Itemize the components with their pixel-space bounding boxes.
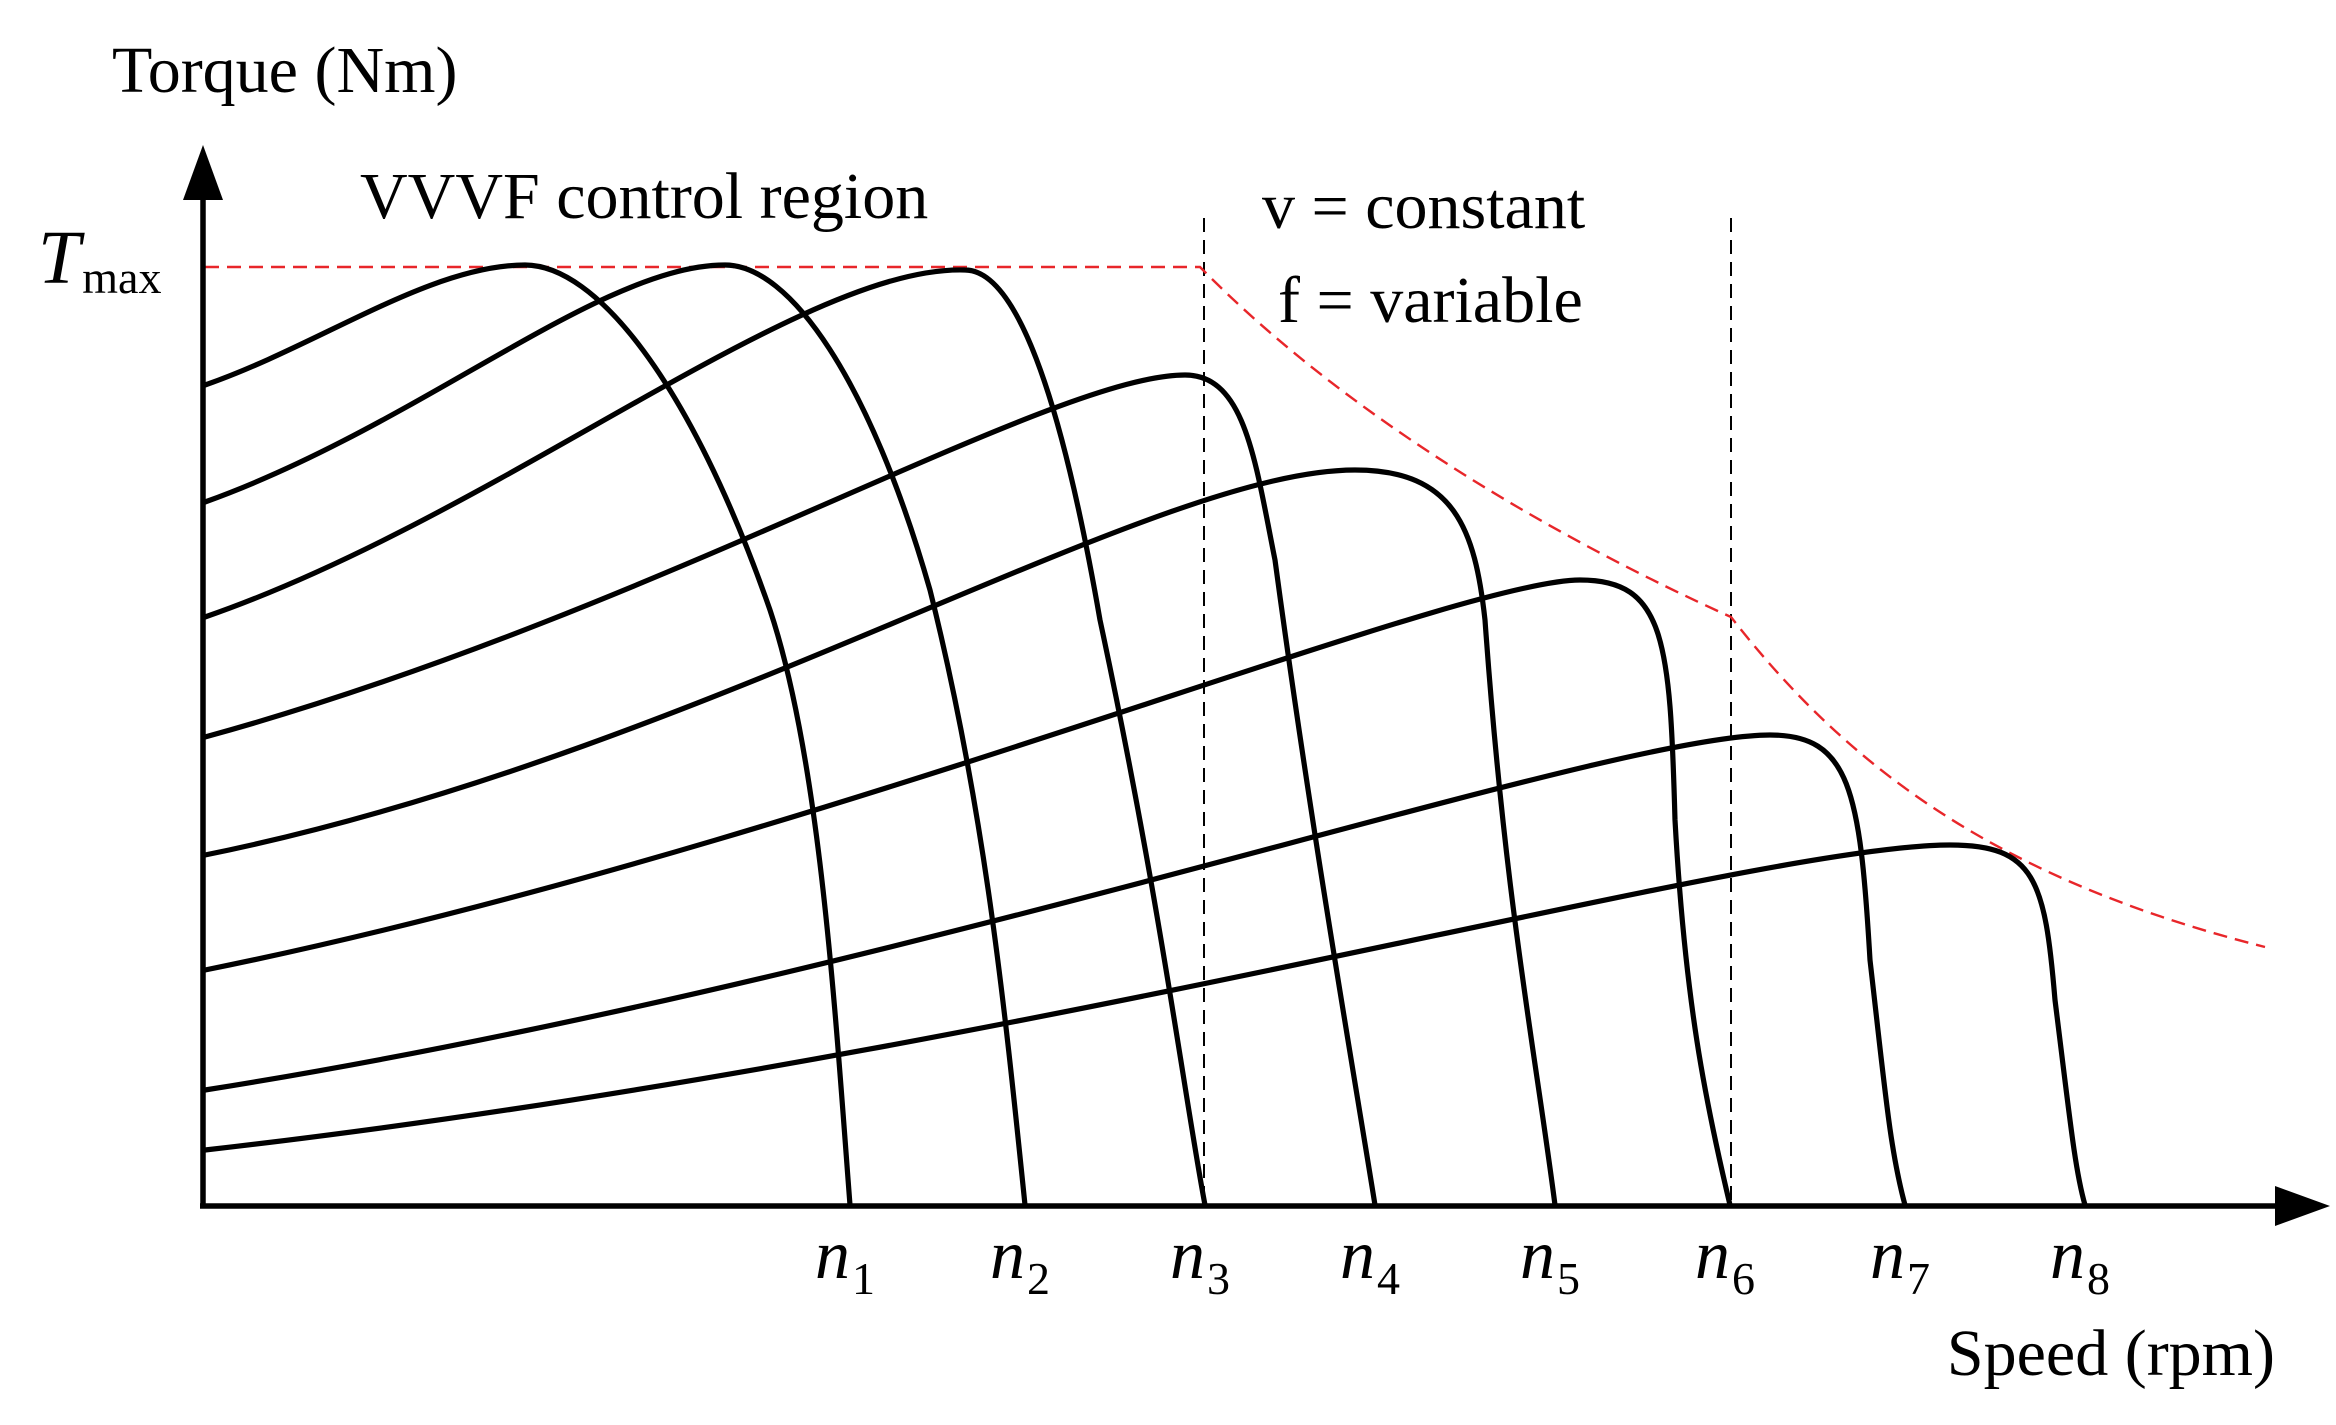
region-label-const-voltage: v = constant	[1262, 170, 1585, 243]
speed-tick-label: n2	[990, 1217, 1050, 1304]
x-axis-arrow	[2275, 1186, 2330, 1226]
torque-curve-n5	[202, 467, 1558, 1208]
torque-curve-n1	[202, 262, 853, 1208]
tmax-subscript: max	[82, 252, 161, 303]
speed-tick-symbol: n	[815, 1217, 850, 1294]
speed-tick-label: n3	[1170, 1217, 1230, 1304]
speed-tick-label: n5	[1520, 1217, 1580, 1304]
speed-tick-symbol: n	[1170, 1217, 1205, 1294]
speed-tick-symbol: n	[1520, 1217, 1555, 1294]
x-axis-title: Speed (rpm)	[1947, 1317, 2275, 1390]
speed-tick-label: n1	[815, 1217, 875, 1304]
y-axis-title: Torque (Nm)	[112, 34, 457, 107]
speed-tick-subscript: 1	[852, 1253, 875, 1304]
speed-tick-symbol: n	[990, 1217, 1025, 1294]
torque-curves	[202, 262, 2088, 1208]
speed-tick-subscript: 7	[1907, 1253, 1930, 1304]
torque-curve-n6	[202, 577, 1733, 1208]
speed-tick-label: n8	[2050, 1217, 2110, 1304]
speed-tick-label: n4	[1340, 1217, 1400, 1304]
tmax-symbol: T	[38, 216, 85, 300]
region-label-vvvf: VVVF control region	[360, 160, 928, 233]
torque-curve-n7	[202, 732, 1908, 1208]
speed-tick-subscript: 3	[1207, 1253, 1230, 1304]
tmax-limit-line	[205, 265, 2266, 949]
speed-tick-subscript: 8	[2087, 1253, 2110, 1304]
speed-tick-subscript: 5	[1557, 1253, 1580, 1304]
region-label-var-frequency: f = variable	[1278, 264, 1583, 337]
speed-tick-symbol: n	[1870, 1217, 1905, 1294]
speed-tick-symbol: n	[1695, 1217, 1730, 1294]
speed-tick-labels: n1 n2 n3 n4 n5 n6 n7 n8	[815, 1217, 2110, 1304]
speed-tick-subscript: 2	[1027, 1253, 1050, 1304]
speed-tick-symbol: n	[2050, 1217, 2085, 1294]
tmax-label: Tmax	[38, 216, 161, 303]
speed-tick-label: n7	[1870, 1217, 1930, 1304]
torque-curve-n8	[202, 842, 2088, 1208]
speed-tick-subscript: 4	[1377, 1253, 1400, 1304]
torque-curve-n3	[202, 267, 1208, 1208]
speed-tick-subscript: 6	[1732, 1253, 1755, 1304]
speed-tick-label: n6	[1695, 1217, 1755, 1304]
torque-curve-n4	[202, 372, 1378, 1208]
y-axis-arrow	[183, 145, 223, 200]
speed-tick-symbol: n	[1340, 1217, 1375, 1294]
